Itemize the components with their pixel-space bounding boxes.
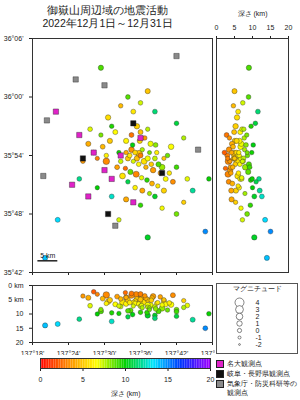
svg-text:5 km: 5 km	[8, 296, 23, 303]
svg-text:0: 0	[39, 376, 43, 383]
svg-text:4: 4	[256, 299, 260, 306]
svg-text:5: 5	[233, 24, 237, 31]
html-text:岐阜・長野県観測点: 岐阜・長野県観測点	[227, 370, 290, 377]
html-text:2022年12月1日～12月31日: 2022年12月1日～12月31日	[42, 17, 173, 29]
svg-text:15: 15	[16, 324, 24, 331]
svg-text:0: 0	[215, 24, 219, 31]
svg-text:10: 10	[122, 376, 130, 383]
svg-text:0: 0	[256, 327, 260, 334]
html-text:気象庁・防災科研等の観測点: 気象庁・防災科研等の観測点	[227, 380, 297, 396]
svg-text:36°00': 36°00'	[4, 93, 24, 100]
svg-text:1: 1	[256, 320, 260, 327]
svg-text:137°48': 137°48'	[201, 350, 215, 355]
svg-text:15: 15	[164, 376, 172, 383]
svg-text:20: 20	[207, 376, 215, 383]
svg-text:20: 20	[16, 339, 24, 346]
svg-text:137°24': 137°24'	[57, 350, 81, 355]
svg-text:35°54': 35°54'	[4, 152, 24, 159]
svg-text:2: 2	[256, 313, 260, 320]
svg-text:137°42': 137°42'	[165, 350, 189, 355]
svg-text:20: 20	[285, 24, 293, 31]
svg-text:深さ (km): 深さ (km)	[238, 10, 268, 18]
svg-text:-2: -2	[256, 341, 262, 348]
svg-text:35°48': 35°48'	[4, 210, 24, 217]
svg-text:36°06': 36°06'	[4, 35, 24, 42]
svg-text:3: 3	[256, 306, 260, 313]
svg-text:0 km: 0 km	[8, 282, 23, 289]
html-text:御嶽山周辺域の地震活動: 御嶽山周辺域の地震活動	[47, 4, 168, 16]
svg-text:137°36': 137°36'	[129, 350, 153, 355]
svg-text:35°42': 35°42'	[4, 269, 24, 276]
svg-text:10: 10	[16, 310, 24, 317]
svg-text:5 km: 5 km	[40, 252, 55, 259]
svg-text:深さ (km): 深さ (km)	[111, 390, 141, 398]
svg-text:5: 5	[81, 376, 85, 383]
svg-text:137°30': 137°30'	[93, 350, 117, 355]
svg-text:10: 10	[249, 24, 257, 31]
svg-text:137°18': 137°18'	[21, 350, 45, 355]
svg-text:15: 15	[267, 24, 275, 31]
svg-text:-1: -1	[256, 334, 262, 341]
html-text:名大観測点: 名大観測点	[227, 360, 262, 367]
html-text:マグニチュード: マグニチュード	[232, 285, 282, 292]
